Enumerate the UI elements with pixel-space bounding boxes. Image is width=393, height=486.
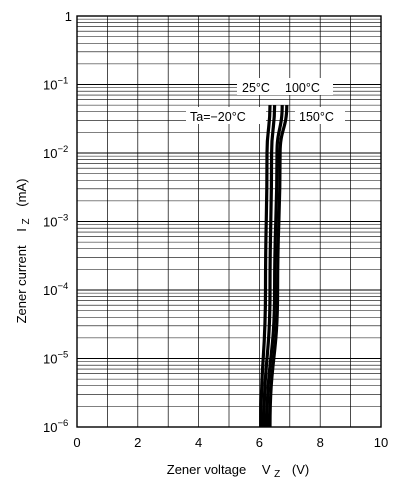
y-tick-label: 1: [65, 9, 72, 24]
series-curve-3: [268, 105, 289, 428]
y-tick-label: 10−5: [43, 350, 68, 367]
x-tick-label: 2: [134, 435, 141, 450]
annotation-150c: 150°C: [299, 110, 334, 124]
y-axis-label-symbol: I: [14, 228, 29, 232]
y-axis-title: Zener current I Z (mA): [14, 179, 32, 324]
series-curve-1: [262, 105, 277, 428]
x-axis-label-symbol: V: [262, 462, 271, 477]
y-tick-label: 10−2: [43, 144, 68, 161]
series-curve-0: [259, 105, 272, 428]
x-tick-label: 8: [317, 435, 324, 450]
series-layer: [259, 105, 289, 428]
y-axis-label-subscript: Z: [21, 218, 32, 224]
x-tick-label: 6: [256, 435, 263, 450]
y-tick-label: 10−6: [43, 418, 68, 435]
y-tick-labels: 1 10−1 10−2 10−3 10−4 10−5 10−6: [43, 9, 72, 435]
x-axis-label-unit: (V): [292, 462, 309, 477]
curve-annotations: 25°C 100°C Ta=−20°C 150°C: [186, 78, 345, 124]
series-curve-2: [265, 105, 284, 428]
x-tick-label: 4: [195, 435, 202, 450]
annotation-row2-left-bg: [186, 107, 266, 124]
x-tick-labels: 0 2 4 6 8 10: [73, 435, 388, 450]
annotation-ta-minus20c: Ta=−20°C: [190, 110, 246, 124]
x-axis-label-subscript: Z: [274, 469, 280, 480]
annotation-row2-right-bg: [295, 107, 345, 124]
x-axis-label-text: Zener voltage: [167, 462, 247, 477]
y-tick-label: 10−1: [43, 76, 68, 93]
y-axis-label-text: Zener current: [14, 245, 29, 323]
x-tick-label: 0: [73, 435, 80, 450]
annotation-25c: 25°C: [242, 81, 270, 95]
y-tick-label: 10−4: [43, 281, 68, 298]
y-axis-label-unit: (mA): [14, 179, 29, 207]
annotation-row1-bg: [237, 78, 333, 95]
annotation-100c: 100°C: [285, 81, 320, 95]
y-tick-label: 10−3: [43, 213, 68, 230]
plot-frame: [76, 15, 382, 428]
x-tick-label: 10: [374, 435, 388, 450]
x-axis-title: Zener voltage V Z (V): [167, 462, 310, 480]
